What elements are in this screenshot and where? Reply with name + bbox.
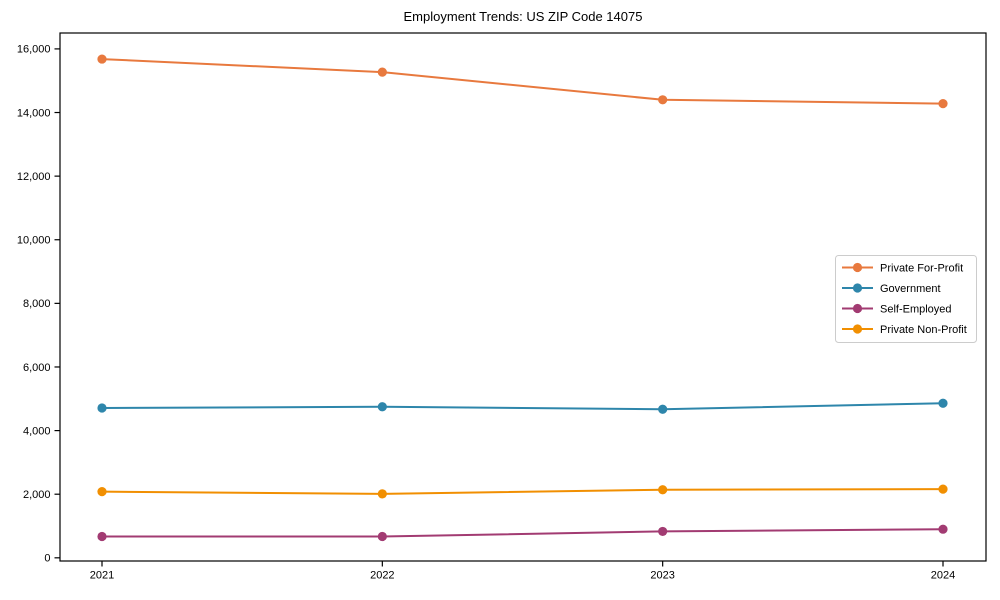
legend-label-private-non-profit: Private Non-Profit — [880, 324, 967, 336]
legend-marker-private-for-profit — [852, 262, 863, 273]
chart-title: Employment Trends: US ZIP Code 14075 — [403, 9, 643, 24]
y-axis-tick-label: 4,000 — [23, 425, 51, 437]
y-axis-tick-label: 12,000 — [17, 171, 51, 183]
y-axis-tick-label: 0 — [44, 553, 50, 565]
marker-private-for-profit-2022 — [377, 67, 387, 77]
legend-label-self-employed: Self-Employed — [880, 303, 952, 315]
y-axis-tick-label: 10,000 — [17, 235, 51, 247]
marker-private-non-profit-2022 — [377, 489, 387, 499]
marker-government-2024 — [938, 398, 948, 408]
y-axis-tick-label: 14,000 — [17, 107, 51, 119]
series-line-government — [101, 402, 944, 411]
marker-government-2023 — [658, 404, 668, 414]
series-line-private-for-profit — [101, 58, 944, 105]
marker-private-for-profit-2021 — [97, 54, 107, 64]
x-axis-tick-label: 2023 — [650, 570, 674, 582]
marker-self-employed-2023 — [658, 526, 668, 537]
legend-label-private-for-profit: Private For-Profit — [880, 262, 963, 274]
y-axis-tick-label: 2,000 — [23, 489, 51, 501]
series-line-self-employed — [101, 528, 944, 538]
marker-private-non-profit-2023 — [658, 485, 668, 495]
y-axis-tick-label: 8,000 — [23, 298, 51, 310]
marker-private-non-profit-2024 — [938, 484, 948, 494]
legend-marker-self-employed — [852, 303, 863, 314]
x-axis-tick-label: 2024 — [931, 570, 955, 582]
marker-private-for-profit-2024 — [938, 99, 948, 109]
x-axis-tick-label: 2022 — [370, 570, 394, 582]
marker-private-for-profit-2023 — [658, 95, 668, 105]
marker-government-2021 — [97, 403, 107, 413]
y-axis-tick-label: 6,000 — [23, 362, 51, 374]
legend-box — [835, 255, 977, 343]
legend-label-government: Government — [880, 283, 941, 295]
marker-self-employed-2024 — [938, 524, 948, 534]
series-line-private-non-profit — [101, 488, 944, 495]
legend-marker-private-non-profit — [852, 324, 863, 334]
marker-self-employed-2022 — [377, 531, 387, 542]
x-axis-tick-label: 2021 — [90, 570, 114, 582]
marker-private-non-profit-2021 — [97, 487, 107, 497]
legend-marker-government — [852, 283, 863, 293]
marker-government-2022 — [377, 402, 387, 412]
y-axis-tick-label: 16,000 — [17, 44, 51, 56]
plot-border — [59, 32, 987, 562]
marker-self-employed-2021 — [97, 531, 107, 542]
